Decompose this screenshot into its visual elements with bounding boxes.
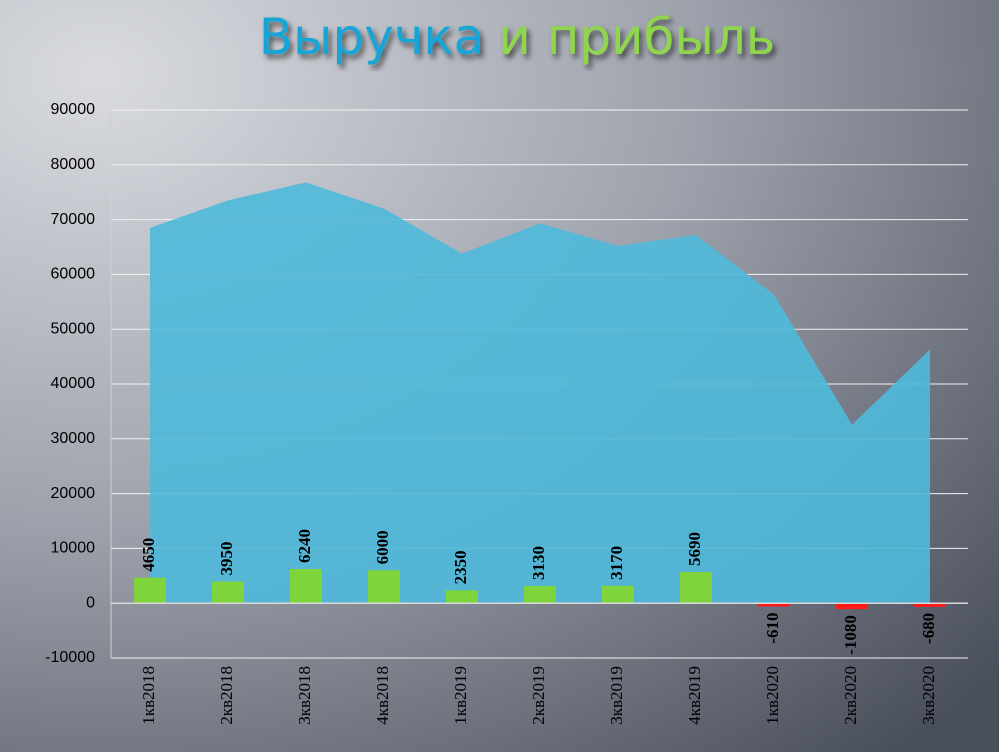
y-tick-label: 0 [86, 594, 95, 611]
title-part: и прибыль [498, 8, 775, 66]
title-part: Выручка [259, 8, 485, 66]
x-tick-label: 3кв2019 [607, 666, 626, 725]
x-tick-label: 3кв2020 [919, 666, 938, 725]
bar [680, 572, 712, 604]
x-tick-label: 3кв2018 [295, 666, 314, 725]
y-tick-label: 90000 [51, 101, 96, 118]
value-label: 4650 [139, 538, 158, 572]
x-tick-label: 2кв2018 [217, 666, 236, 725]
bar [212, 581, 244, 604]
x-tick-label: 4кв2018 [373, 666, 392, 725]
y-tick-label: 10000 [51, 540, 96, 557]
x-tick-label: 2кв2020 [841, 666, 860, 725]
y-tick-label: 70000 [51, 211, 96, 228]
y-tick-label: -10000 [45, 649, 95, 666]
value-label: 6240 [295, 529, 314, 563]
value-label: -1080 [841, 615, 860, 655]
bar [836, 603, 868, 610]
y-tick-label: 40000 [51, 375, 96, 392]
bar [290, 569, 322, 604]
bar [134, 577, 166, 604]
x-tick-label: 1кв2018 [139, 666, 158, 725]
bar [758, 603, 790, 607]
bar [368, 570, 400, 604]
value-label: -680 [919, 613, 938, 644]
value-label: 3170 [607, 546, 626, 580]
bar [602, 585, 634, 604]
value-label: 5690 [685, 532, 704, 566]
y-tick-label: 50000 [51, 320, 96, 337]
y-tick-label: 30000 [51, 430, 96, 447]
x-tick-label: 2кв2019 [529, 666, 548, 725]
value-label: 3130 [529, 546, 548, 580]
x-tick-label: 1кв2020 [763, 666, 782, 725]
y-tick-label: 80000 [51, 156, 96, 173]
bar [524, 586, 556, 604]
value-label: 3950 [217, 542, 236, 576]
x-tick-label: 4кв2019 [685, 666, 704, 725]
value-label: 2350 [451, 550, 470, 584]
chart-title: Выручка и прибыль [259, 8, 776, 66]
area [150, 182, 930, 604]
bar [914, 603, 946, 607]
bar [446, 590, 478, 604]
value-label: -610 [763, 613, 782, 644]
x-tick-label: 1кв2019 [451, 666, 470, 725]
y-tick-label: 60000 [51, 266, 96, 283]
y-tick-label: 20000 [51, 485, 96, 502]
value-label: 6000 [373, 530, 392, 564]
